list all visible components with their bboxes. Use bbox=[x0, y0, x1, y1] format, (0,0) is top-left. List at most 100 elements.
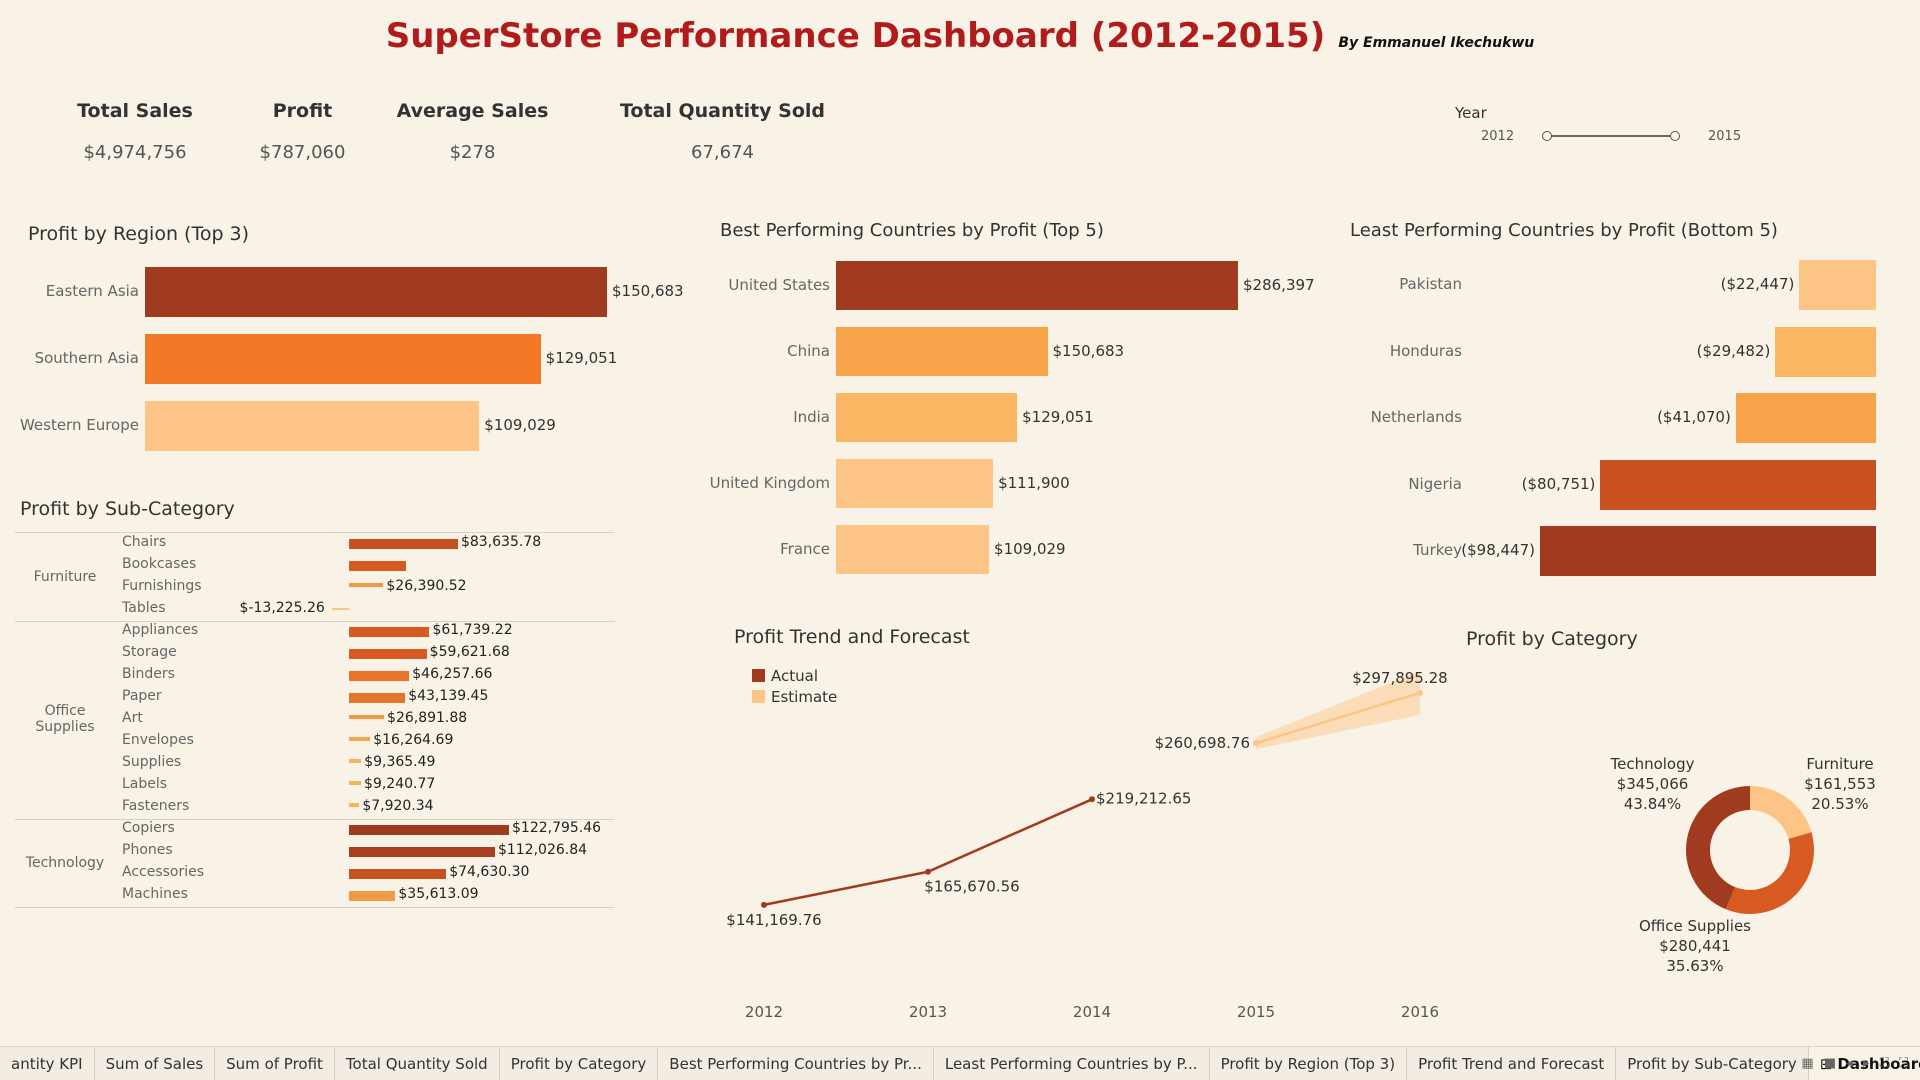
next-tab-icon[interactable]: ▸ bbox=[1862, 1056, 1870, 1071]
bar-accessories[interactable] bbox=[349, 869, 447, 879]
fullscreen-icon[interactable]: ⛶ bbox=[1898, 1056, 1908, 1071]
subcategory-chart: Chairs $83,635.78 Bookcases Furnishings $26,… bbox=[15, 532, 615, 912]
legend-swatch bbox=[752, 669, 765, 682]
value-label: $286,397 bbox=[1243, 276, 1315, 294]
subcat-label-art: Art bbox=[122, 710, 143, 726]
group-label-furniture: Furniture bbox=[33, 569, 97, 585]
value-label: $9,365.49 bbox=[364, 754, 436, 770]
legend-item-actual: Actual bbox=[752, 667, 837, 685]
tab-profit-trend-and-forecast[interactable]: Profit Trend and Forecast bbox=[1407, 1047, 1617, 1080]
region-chart: Eastern Asia $150,683 Southern Asia $129,05… bbox=[0, 255, 690, 455]
fit-icon[interactable]: ⛶ bbox=[1879, 1056, 1889, 1071]
subcat-label-bookcases: Bookcases bbox=[122, 556, 197, 572]
bar-united-kingdom[interactable] bbox=[836, 459, 994, 508]
bar-supplies[interactable] bbox=[349, 759, 362, 763]
tab-profit-by-region-top-3[interactable]: Profit by Region (Top 3) bbox=[1210, 1047, 1408, 1080]
bar-phones[interactable] bbox=[349, 847, 495, 857]
bar-binders[interactable] bbox=[349, 671, 410, 681]
bar-pakistan[interactable] bbox=[1799, 260, 1876, 310]
year-slider-min-handle[interactable] bbox=[1542, 131, 1552, 141]
bar-france[interactable] bbox=[836, 525, 990, 574]
tab-least-performing-countries-by-p[interactable]: Least Performing Countries by P... bbox=[934, 1047, 1210, 1080]
data-point bbox=[1253, 740, 1259, 747]
donut-slice-technology[interactable] bbox=[1686, 786, 1750, 910]
kpi-profit: Profit $787,060 bbox=[240, 100, 365, 163]
best-countries-title: Best Performing Countries by Profit (Top… bbox=[720, 220, 1104, 241]
dashboard-title: SuperStore Performance Dashboard (2012-2… bbox=[0, 16, 1920, 56]
bar-paper[interactable] bbox=[349, 693, 406, 703]
bar-bookcases[interactable] bbox=[349, 561, 407, 571]
donut-label-office-supplies: Office Supplies $280,441 35.63% bbox=[1620, 916, 1770, 976]
tab-sum-of-sales[interactable]: Sum of Sales bbox=[95, 1047, 216, 1080]
legend-label: Actual bbox=[771, 667, 818, 685]
bar-honduras[interactable] bbox=[1775, 326, 1876, 377]
bar-copiers[interactable] bbox=[349, 825, 509, 835]
value-label: ($22,447) bbox=[1720, 275, 1795, 293]
bar-southern-asia[interactable] bbox=[145, 334, 541, 384]
bar-nigeria[interactable] bbox=[1600, 459, 1876, 510]
legend-label: Estimate bbox=[771, 688, 838, 706]
bar-turkey[interactable] bbox=[1540, 526, 1876, 576]
value-label: $61,739.22 bbox=[432, 622, 513, 638]
year-slider-max-handle[interactable] bbox=[1670, 131, 1680, 141]
subcat-label-tables: Tables bbox=[122, 600, 166, 616]
subcat-label-supplies: Supplies bbox=[122, 754, 182, 770]
divider bbox=[15, 907, 615, 908]
tab-nav-controls: ▦ ■ ◂ ▸ ⛶ ⛶ bbox=[1801, 1056, 1908, 1071]
tab-sum-of-profit[interactable]: Sum of Profit bbox=[215, 1047, 335, 1080]
divider bbox=[15, 532, 615, 533]
bar-eastern-asia[interactable] bbox=[145, 267, 607, 317]
tab-total-quantity-sold[interactable]: Total Quantity Sold bbox=[335, 1047, 500, 1080]
tab-label: Profit by Region (Top 3) bbox=[1220, 1054, 1396, 1073]
value-label: $43,139.45 bbox=[408, 688, 489, 704]
donut-slice-furniture[interactable] bbox=[1750, 786, 1812, 839]
tab-profit-by-sub-category[interactable]: Profit by Sub-Category bbox=[1616, 1047, 1809, 1080]
tab-profit-by-category[interactable]: Profit by Category bbox=[500, 1047, 659, 1080]
bar-storage[interactable] bbox=[349, 649, 427, 659]
bar-machines[interactable] bbox=[349, 891, 396, 901]
value-label: $26,390.52 bbox=[386, 578, 467, 594]
stop-icon[interactable]: ■ bbox=[1823, 1056, 1837, 1071]
bar-western-europe[interactable] bbox=[145, 401, 480, 451]
bar-united-states[interactable] bbox=[836, 261, 1238, 310]
bar-art[interactable] bbox=[349, 715, 385, 719]
prev-tab-icon[interactable]: ◂ bbox=[1846, 1056, 1853, 1071]
trend-legend: Actual Estimate bbox=[752, 667, 837, 706]
slice-pct: 20.53% bbox=[1811, 795, 1869, 813]
bar-netherlands[interactable] bbox=[1735, 393, 1876, 443]
subcat-label-appliances: Appliances bbox=[122, 622, 199, 638]
bar-chairs[interactable] bbox=[349, 539, 458, 549]
bar-label-nigeria: Nigeria bbox=[1408, 474, 1462, 493]
tab-antity-kpi[interactable]: antity KPI bbox=[0, 1047, 95, 1080]
tab-dashboard[interactable]: ⊞ Dashboard bbox=[1808, 1047, 1920, 1080]
bar-china[interactable] bbox=[836, 327, 1048, 376]
year-slider-track[interactable] bbox=[1546, 135, 1676, 137]
x-tick-label: 2012 bbox=[745, 1003, 783, 1021]
bar-labels[interactable] bbox=[349, 781, 362, 785]
value-label: $112,026.84 bbox=[497, 842, 588, 858]
bar-label-western-europe: Western Europe bbox=[19, 416, 139, 434]
series-line-estimate bbox=[1255, 691, 1421, 745]
tab-best-performing-countries-by-pr[interactable]: Best Performing Countries by Pr... bbox=[658, 1047, 934, 1080]
bar-fasteners[interactable] bbox=[349, 803, 360, 807]
data-label: $165,670.56 bbox=[924, 878, 1019, 896]
data-point bbox=[761, 901, 767, 908]
donut-slice-office-supplies[interactable] bbox=[1725, 832, 1814, 914]
trend-chart: $141,169.76 $165,670.56 $219,212.65 $260,69… bbox=[726, 669, 1447, 1021]
bar-tables[interactable] bbox=[331, 608, 349, 610]
value-label: $111,900 bbox=[998, 474, 1070, 492]
bar-appliances[interactable] bbox=[349, 627, 430, 637]
x-tick-label: 2016 bbox=[1401, 1003, 1439, 1021]
year-max-label: 2015 bbox=[1708, 129, 1742, 144]
tab-label: Dashboard bbox=[1837, 1054, 1920, 1073]
bar-india[interactable] bbox=[836, 393, 1018, 442]
bar-label-united-states: United States bbox=[728, 276, 830, 294]
grid-view-icon[interactable]: ▦ bbox=[1801, 1056, 1814, 1071]
value-label: $74,630.30 bbox=[449, 864, 530, 880]
value-label: $129,051 bbox=[1022, 408, 1094, 426]
bar-furnishings[interactable] bbox=[349, 583, 384, 587]
value-label: ($80,751) bbox=[1521, 474, 1596, 493]
data-label: $219,212.65 bbox=[1096, 789, 1191, 807]
value-label: $9,240.77 bbox=[364, 776, 436, 792]
bar-envelopes[interactable] bbox=[349, 737, 371, 741]
